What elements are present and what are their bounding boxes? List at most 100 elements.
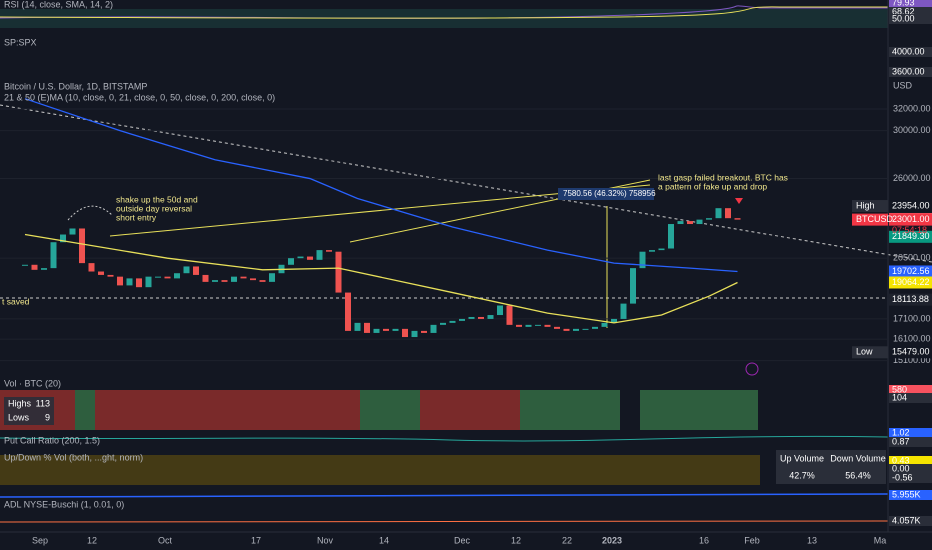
candle [639,251,646,269]
candle [734,218,741,220]
y-tick-label: 16100.00 [893,333,931,343]
candle [145,276,152,288]
candle [335,251,342,293]
candle [50,242,57,269]
price-tag-label: 15479.00 [892,347,930,357]
pane-title: ADL NYSE-Buschi (1, 0.01, 0) [4,499,124,509]
candle [592,326,598,329]
annotation: t saved [2,296,30,306]
axis-tag [889,473,932,483]
volume-band [420,390,520,430]
y-tick-label: 20500.00 [893,253,931,263]
candle [468,316,475,319]
candle [193,266,199,275]
axis-label: 0.87 [892,436,910,446]
candle [41,268,47,270]
candle [354,322,361,331]
y-tick-label: 17100.00 [893,313,931,323]
candle [525,324,532,327]
trend-line [0,104,932,263]
indicator-title: 21 & 50 (E)MA (10, close, 0, 21, close, … [4,92,275,102]
moving-average [24,98,738,273]
axis-tag [889,428,932,438]
pane-title: SP:SPX [4,37,37,47]
x-tick-label: Nov [317,535,334,545]
candle [449,320,456,323]
axis-tag [889,464,932,474]
price-tag-label: 19702.56 [892,266,930,276]
side-tag [852,200,888,213]
candle [582,328,589,330]
annotation: outside day reversal [116,203,192,213]
y-tick-label: 30000.00 [893,125,931,135]
pcr-line [0,435,889,442]
candle [611,318,617,323]
candle [22,264,28,266]
candle [440,322,446,325]
candle [506,305,513,325]
candle [554,326,560,329]
measure-box [558,188,654,200]
adl-line [0,493,889,498]
x-tick-label: 12 [87,535,97,545]
price-tag-label: 23954.00 [892,200,930,210]
x-tick-label: 2023 [602,535,622,545]
candle [240,276,247,279]
candle [231,276,237,282]
volume-pane [0,390,760,485]
candle [126,278,133,286]
marker [735,198,743,204]
axis-label: 4.057K [892,515,921,525]
table-header: Up Volume [780,453,824,463]
axis-label: 0.00 [892,463,910,473]
volume-band [640,390,758,430]
volume-band [95,390,360,430]
axis-tag [889,47,932,57]
candle [259,280,266,282]
candle [98,271,104,275]
candle [421,330,427,333]
side-tag-label: BTCUSD [856,214,894,224]
candle [69,228,76,235]
axis-tag [889,516,932,526]
candle [212,280,218,282]
price-tag [889,276,932,289]
axis-label: 68.62 [892,6,915,16]
axis-label: 1.02 [892,427,910,437]
candle [668,224,674,249]
price-tag [889,230,932,243]
x-tick-label: Sep [32,535,48,545]
axis-tag [889,14,932,24]
pane-title: Vol · BTC (20) [4,378,61,388]
candle [620,303,627,319]
axis-label: 580 [892,384,907,394]
candle [316,250,323,260]
candle [687,221,693,225]
price-tag-label: 23001.00 [892,214,930,224]
axis-label: 0.43 [892,455,910,465]
price-tag [889,265,932,278]
axis-tag [889,7,932,17]
axis-tag [889,393,932,403]
candle [174,273,180,279]
side-tag [852,213,888,226]
annotation: shake up the 50d and [116,194,198,204]
price-tag [889,213,932,226]
event-icon [745,362,759,376]
candle [250,278,256,281]
candle [307,256,313,260]
candle [649,250,655,252]
candle [202,274,209,282]
x-tick-label: Oct [158,535,173,545]
candle [487,315,494,319]
rsi-line [0,5,888,19]
pane-title: Up/Down % Vol (both, ...ght, norm) [4,452,143,462]
candle [497,305,503,316]
candle [696,219,703,225]
lows-label: Lows [8,412,30,422]
price-tag-label: 21849.30 [892,231,930,241]
side-tag [852,346,888,359]
candle [573,328,579,331]
candle [326,250,332,252]
